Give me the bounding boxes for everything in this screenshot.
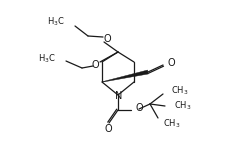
Text: O: O — [136, 103, 144, 113]
Text: O: O — [103, 34, 111, 44]
Text: CH$_3$: CH$_3$ — [174, 100, 191, 112]
Text: N: N — [115, 91, 123, 101]
Text: CH$_3$: CH$_3$ — [163, 118, 181, 130]
Text: O: O — [168, 58, 176, 68]
Text: O: O — [91, 60, 99, 70]
Polygon shape — [102, 70, 148, 82]
Text: H$_3$C: H$_3$C — [47, 16, 65, 28]
Text: H$_3$C: H$_3$C — [38, 53, 56, 65]
Text: O: O — [104, 124, 112, 134]
Text: CH$_3$: CH$_3$ — [171, 85, 189, 97]
